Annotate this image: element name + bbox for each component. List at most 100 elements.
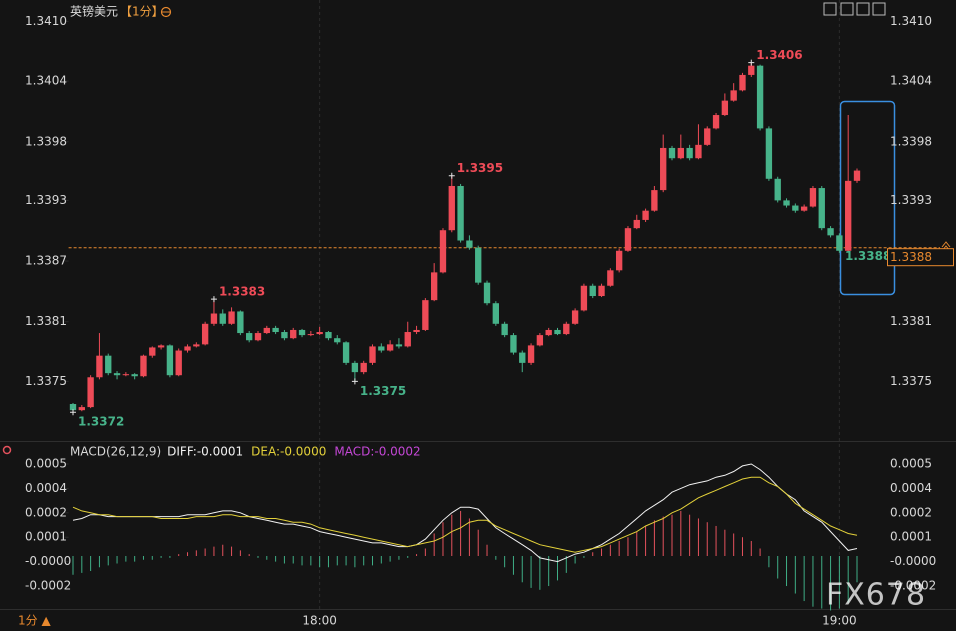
- extreme-marker: [351, 378, 358, 385]
- candle-body: [105, 355, 112, 374]
- candle-body: [378, 346, 385, 351]
- candle-body: [765, 128, 773, 179]
- y-tick-label: 0.0004: [25, 481, 67, 495]
- candle-body: [615, 250, 623, 271]
- candle-body: [739, 74, 746, 91]
- tool-button[interactable]: [872, 2, 886, 16]
- legend-entry: MACD:-0.0002: [334, 445, 420, 459]
- candle-body: [369, 346, 376, 363]
- candle-body: [228, 311, 235, 324]
- candle-body: [536, 335, 544, 346]
- candle-body: [642, 210, 649, 220]
- y-tick-label-right: 1.3393: [890, 193, 932, 207]
- period-title: 【1分】: [120, 5, 164, 19]
- candle-body: [290, 329, 297, 339]
- y-tick-label: 1.3404: [25, 74, 67, 88]
- y-tick-label-right: 0.0002: [890, 505, 932, 519]
- candle-body: [78, 407, 85, 411]
- candle-body: [254, 333, 262, 341]
- tool-button[interactable]: [856, 2, 870, 16]
- candle-body: [756, 65, 764, 129]
- candle-body: [466, 240, 473, 248]
- candle-body: [571, 310, 579, 324]
- period-switch[interactable]: 1分 ▲: [18, 614, 51, 628]
- candle-body: [219, 313, 226, 324]
- candle-body: [342, 342, 350, 363]
- x-tick-label: 19:00: [822, 614, 857, 628]
- candle-body: [712, 115, 720, 129]
- candle-body: [501, 323, 508, 336]
- candle-body: [836, 235, 843, 251]
- candle-body: [800, 206, 808, 211]
- candle-body: [210, 313, 218, 324]
- symbol-title: 英镑美元: [70, 4, 118, 19]
- candle-body: [131, 374, 138, 377]
- candle-body: [316, 332, 323, 335]
- legend-entry: DEA:-0.0000: [251, 445, 326, 459]
- candle-body: [237, 311, 244, 334]
- candle-body: [827, 228, 834, 236]
- candle-body: [704, 128, 711, 145]
- candle-body: [510, 335, 517, 353]
- y-tick-label: -0.0002: [25, 579, 71, 593]
- candle-body: [677, 147, 684, 159]
- candle-body: [633, 219, 640, 229]
- settings-icon[interactable]: [160, 6, 172, 18]
- extreme-label: 1.3406: [756, 48, 802, 62]
- y-tick-label-right: 0.0004: [890, 481, 932, 495]
- y-tick-label-right: 0.0001: [890, 530, 932, 544]
- highlight-box: [839, 100, 896, 296]
- extreme-label: 1.3383: [219, 285, 265, 299]
- candle-body: [492, 303, 500, 324]
- candle-body: [527, 345, 535, 363]
- tool-button[interactable]: [823, 2, 837, 16]
- extreme-marker: [70, 409, 77, 416]
- y-tick-label-right: 0.0005: [890, 457, 932, 471]
- y-tick-label-right: 1.3410: [890, 14, 932, 28]
- last-price-label: 1.3388: [845, 249, 891, 263]
- candle-body: [325, 332, 332, 339]
- candle-body: [422, 300, 429, 330]
- candle-body: [721, 100, 729, 116]
- last-price-axis-label: 1.3388: [890, 250, 932, 264]
- y-tick-label-right: 1.3375: [890, 374, 932, 388]
- y-tick-label: 1.3375: [25, 374, 67, 388]
- candle-body: [809, 188, 817, 207]
- watermark: FX678: [826, 578, 926, 613]
- candle-body: [818, 188, 825, 229]
- candle-body: [87, 377, 94, 408]
- candle-body: [783, 200, 790, 206]
- candle-body: [439, 230, 447, 273]
- y-tick-label: 0.0005: [25, 457, 67, 471]
- candle-body: [598, 285, 605, 297]
- y-tick-label: 1.3410: [25, 14, 67, 28]
- candle-body: [281, 332, 288, 339]
- tool-button[interactable]: [840, 2, 854, 16]
- extreme-marker: [748, 59, 755, 66]
- candle-body: [580, 285, 588, 311]
- extreme-label: 1.3395: [457, 161, 503, 175]
- candle-body: [686, 147, 693, 159]
- candle-body: [334, 338, 341, 343]
- y-tick-label-right: 1.3398: [890, 134, 932, 148]
- y-tick-label: 0.0002: [25, 505, 67, 519]
- candle-body: [483, 282, 491, 304]
- indicator-icon[interactable]: [2, 445, 12, 455]
- candle-body: [563, 323, 570, 335]
- y-tick-label: 0.0001: [25, 530, 67, 544]
- candle-body: [395, 344, 403, 347]
- y-tick-label: 1.3381: [25, 314, 67, 328]
- candle-body: [175, 350, 182, 376]
- candle-body: [545, 329, 552, 336]
- candle-body: [624, 228, 632, 251]
- candle-body: [351, 362, 359, 373]
- candle-body: [298, 329, 306, 336]
- candle-body: [607, 270, 614, 286]
- candle-body: [69, 404, 77, 411]
- candle-body: [122, 374, 130, 376]
- candle-body: [448, 185, 455, 231]
- candle-body: [651, 190, 658, 211]
- toolbar: [823, 2, 886, 16]
